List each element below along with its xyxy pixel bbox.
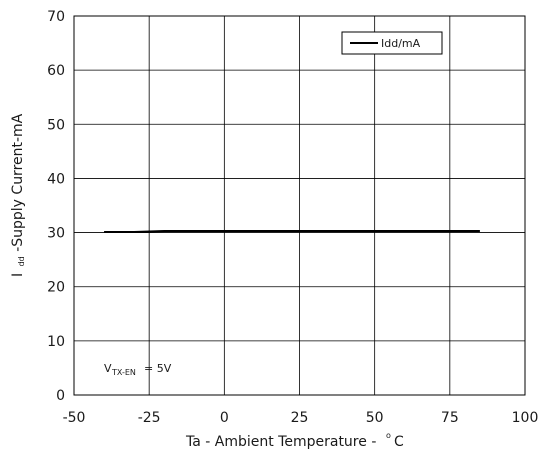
y-tick-label: 60: [47, 63, 65, 79]
y-tick-label: 10: [47, 334, 65, 350]
legend-box: [341, 31, 443, 55]
x-axis-title-unit: C: [394, 434, 404, 450]
x-tick-labels: -50 -25 0 25 50 75 100: [63, 410, 539, 426]
series-line-idd: [104, 229, 480, 234]
x-tick-label: -50: [63, 410, 86, 426]
y-axis-title-prefix: I: [10, 273, 26, 277]
y-axis-title-sub: dd: [17, 256, 26, 266]
x-axis-title: Ta - Ambient Temperature - o C: [185, 431, 404, 450]
x-tick-label: 0: [220, 410, 229, 426]
legend: Idd/mA: [341, 31, 443, 55]
annotation-value: = 5V: [144, 362, 172, 375]
x-tick-label: 75: [441, 410, 459, 426]
y-tick-label: 40: [47, 171, 65, 187]
plot-frame: [73, 15, 526, 396]
x-tick-label: 25: [291, 410, 309, 426]
x-axis-title-text: Ta - Ambient Temperature -: [185, 434, 376, 450]
grid: [73, 15, 526, 396]
y-tick-label: 30: [47, 226, 65, 242]
y-axis-title-rest: -Supply Current-mA: [10, 113, 26, 251]
y-tick-label: 50: [47, 117, 65, 133]
y-tick-label: 0: [56, 388, 65, 404]
vtx-en-annotation: V TX-EN = 5V: [104, 362, 172, 377]
x-tick-label: -25: [138, 410, 161, 426]
legend-label: Idd/mA: [381, 37, 421, 50]
y-tick-label: 70: [47, 9, 65, 25]
y-tick-label: 20: [47, 280, 65, 296]
y-axis-title-text: I dd -Supply Current-mA: [10, 113, 28, 277]
annotation-v: V: [104, 362, 112, 375]
annotation-sub: TX-EN: [111, 368, 136, 377]
y-axis-title: I dd -Supply Current-mA: [10, 113, 28, 277]
x-tick-label: 50: [366, 410, 384, 426]
x-axis-title-sup: o: [386, 431, 391, 440]
series-layer: [104, 229, 480, 234]
x-tick-label: 100: [512, 410, 539, 426]
y-tick-labels: 0 10 20 30 40 50 60 70: [47, 9, 65, 404]
